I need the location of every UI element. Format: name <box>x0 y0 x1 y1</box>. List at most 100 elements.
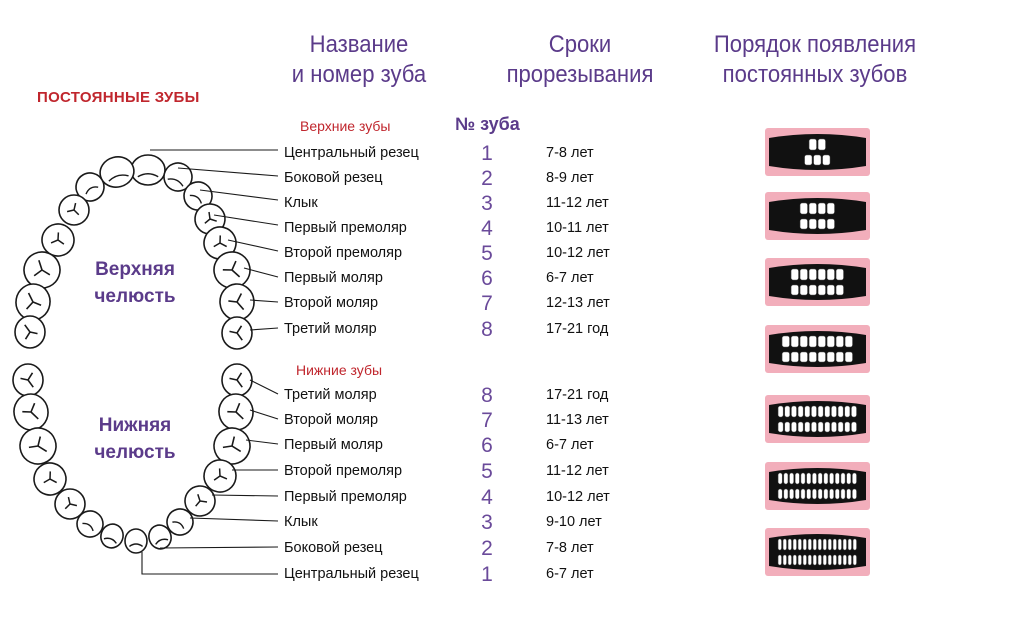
upper-tooth-2-outline <box>99 156 135 188</box>
header-appearance-order: Порядок появления постоянных зубов <box>713 31 917 88</box>
tooth-number-header: № зуба <box>455 114 520 134</box>
eruption-age: 7-8 лет <box>546 145 594 161</box>
tooth-number: 7 <box>481 409 493 432</box>
upper-tooth-7-groove <box>204 211 217 224</box>
tooth-number: 2 <box>481 167 493 190</box>
page-title: ПОСТОЯННЫЕ ЗУБЫ <box>37 89 200 106</box>
lower-tooth-11 <box>76 510 104 538</box>
tooth-number: 4 <box>481 486 493 509</box>
upper-tooth-10-groove <box>33 259 51 277</box>
lower-jaw-label: Нижняя челюсть <box>94 415 176 463</box>
lower-tooth-2-groove <box>229 372 243 388</box>
tooth-name: Второй моляр <box>284 295 379 311</box>
upper-tooth-9 <box>203 226 237 260</box>
tooth-name: Клык <box>284 195 318 211</box>
eruption-age: 7-8 лет <box>546 540 594 556</box>
eruption-age: 12-13 лет <box>546 295 610 311</box>
lower-tooth-9-groove <box>64 496 78 510</box>
lower-tooth-1-groove <box>20 372 34 388</box>
lower-teeth-label: Нижние зубы <box>296 362 383 378</box>
tooth-name: Третий моляр <box>284 387 377 403</box>
upper-jaw-label: Верхняя челюсть <box>94 259 176 307</box>
upper-tooth-6 <box>58 194 90 226</box>
lower-tooth-11-groove <box>82 522 94 532</box>
lower-tooth-10 <box>184 485 216 517</box>
tooth-name: Первый моляр <box>284 270 383 286</box>
tooth-name: Второй моляр <box>284 412 379 428</box>
upper-tooth-1-outline <box>130 154 166 186</box>
tooth-name: Центральный резец <box>284 566 419 582</box>
upper-leader-line-5 <box>227 239 279 252</box>
tooth-name: Третий моляр <box>284 321 377 337</box>
eruption-age: 10-12 лет <box>546 245 610 261</box>
upper-tooth-13-groove <box>228 293 245 311</box>
lower-tooth-8 <box>203 459 237 493</box>
header-name-number: Название и номер зуба <box>291 31 427 88</box>
tooth-number: 7 <box>481 292 493 315</box>
tooth-name: Клык <box>284 514 318 530</box>
tooth-number: 3 <box>481 192 493 215</box>
upper-tooth-11-groove <box>222 260 241 278</box>
eruption-age: 10-12 лет <box>546 489 610 505</box>
lower-tooth-6-groove <box>222 436 242 453</box>
lower-tooth-8-groove <box>213 468 228 481</box>
lower-tooth-3-groove <box>22 402 39 420</box>
tooth-name: Первый премоляр <box>284 489 407 505</box>
lower-tooth-13 <box>100 523 124 549</box>
lower-tooth-7-groove <box>43 471 58 484</box>
lower-tooth-1 <box>12 363 44 397</box>
upper-tooth-3 <box>163 162 193 192</box>
upper-tooth-15 <box>221 316 253 350</box>
lower-tooth-15-edge <box>128 543 144 547</box>
tooth-number: 5 <box>481 460 493 483</box>
eruption-age: 9-10 лет <box>546 514 602 530</box>
tooth-name: Первый моляр <box>284 437 383 453</box>
upper-tooth-5-groove <box>189 194 202 204</box>
lower-tooth-13-edge <box>103 537 117 544</box>
tooth-number: 3 <box>481 511 493 534</box>
upper-tooth-13 <box>219 283 255 321</box>
lower-tooth-11-outline <box>76 510 104 538</box>
lower-tooth-4 <box>218 393 254 431</box>
eruption-age: 17-21 год <box>546 321 609 337</box>
lower-leader-line-5 <box>211 494 279 497</box>
upper-leader-line-3 <box>199 189 279 201</box>
upper-tooth-15-groove <box>229 325 243 341</box>
lower-leader-line-1 <box>249 379 279 395</box>
upper-tooth-2 <box>99 156 135 188</box>
lower-tooth-10-groove <box>195 494 208 507</box>
lower-tooth-14-edge <box>155 538 169 545</box>
tooth-number: 5 <box>481 242 493 265</box>
upper-tooth-2-edge <box>108 174 129 182</box>
lower-tooth-5 <box>19 427 57 465</box>
lower-tooth-3 <box>13 393 49 431</box>
lower-leader-line-2 <box>249 409 279 420</box>
lower-tooth-7 <box>33 462 67 496</box>
upper-tooth-1-edge <box>137 173 159 178</box>
upper-tooth-14 <box>14 315 46 349</box>
upper-tooth-8-groove <box>50 232 65 245</box>
upper-tooth-4-groove <box>85 186 99 195</box>
lower-tooth-12 <box>166 508 194 536</box>
lower-tooth-13-outline <box>100 523 124 549</box>
tooth-name: Центральный резец <box>284 145 419 161</box>
eruption-age: 10-11 лет <box>546 220 609 236</box>
lower-tooth-12-groove <box>172 521 185 529</box>
upper-tooth-4 <box>75 172 105 202</box>
lower-tooth-4-groove <box>227 402 244 420</box>
upper-tooth-12-groove <box>25 292 42 310</box>
tooth-name: Второй премоляр <box>284 245 403 261</box>
lower-tooth-2 <box>221 363 253 397</box>
eruption-age: 11-12 лет <box>546 463 609 479</box>
eruption-age: 6-7 лет <box>546 437 594 453</box>
upper-leader-line-4 <box>213 214 279 226</box>
eruption-age: 6-7 лет <box>546 566 594 582</box>
lower-leader-line-7 <box>159 546 279 549</box>
eruption-age: 6-7 лет <box>546 270 594 286</box>
upper-teeth-label: Верхние зубы <box>300 118 391 134</box>
upper-tooth-8 <box>41 223 75 257</box>
tooth-number: 1 <box>481 563 493 586</box>
tooth-number: 8 <box>481 318 493 341</box>
upper-tooth-4-outline <box>75 172 105 202</box>
lower-leader-line-8 <box>141 552 278 575</box>
